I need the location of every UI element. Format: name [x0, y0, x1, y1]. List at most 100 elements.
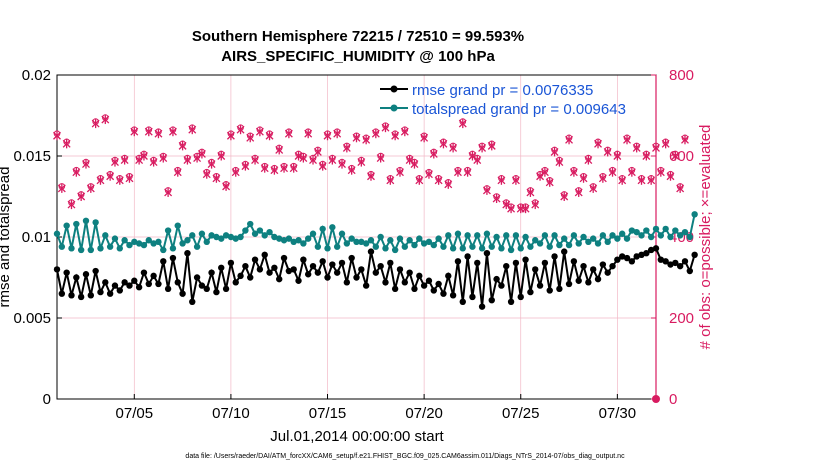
totalspread-point — [599, 232, 607, 239]
rmse-point — [570, 258, 578, 265]
rmse-point — [82, 271, 90, 278]
totalspread-point — [662, 225, 669, 233]
evaluated-obs-marker — [425, 169, 433, 179]
totalspread-point — [271, 233, 278, 241]
totalspread-point — [135, 240, 143, 247]
evaluated-obs-marker — [101, 115, 110, 125]
rmse-point — [261, 251, 268, 259]
evaluated-obs-marker — [178, 141, 187, 151]
evaluated-obs-marker — [507, 204, 516, 214]
totalspread-point — [681, 228, 689, 236]
y-axis-right-label: # of obs: o=possible; ×=evaluated — [697, 125, 714, 350]
evaluated-obs-marker — [149, 157, 158, 167]
evaluated-obs-marker — [550, 147, 559, 157]
evaluated-obs-marker — [236, 125, 245, 135]
evaluated-obs-marker — [323, 131, 332, 141]
totalspread-point — [643, 227, 650, 234]
evaluated-obs-marker — [444, 179, 453, 189]
rmse-point — [348, 254, 355, 262]
totalspread-point — [150, 240, 157, 247]
totalspread-point — [503, 232, 510, 239]
rmse-point — [314, 269, 322, 276]
totalspread-point — [676, 232, 684, 239]
totalspread-point — [691, 211, 698, 218]
evaluated-obs-marker — [91, 119, 100, 129]
totalspread-point — [77, 246, 85, 254]
totalspread-point — [469, 243, 476, 250]
evaluated-obs-marker — [420, 133, 429, 143]
evaluated-obs-marker — [434, 175, 443, 185]
totalspread-point — [614, 235, 621, 242]
evaluated-obs-marker — [511, 175, 520, 185]
evaluated-obs-marker — [429, 149, 438, 159]
evaluated-obs-marker — [637, 175, 646, 185]
obs-axis-zero-marker — [652, 395, 660, 403]
y-left-tick-label: 0.005 — [13, 310, 51, 327]
totalspread-point — [232, 235, 239, 242]
totalspread-point — [609, 232, 616, 239]
rmse-point — [396, 266, 404, 273]
totalspread-point — [672, 227, 679, 234]
totalspread-point — [618, 230, 626, 237]
evaluated-obs-marker — [579, 173, 588, 183]
rmse-point — [459, 298, 466, 305]
totalspread-point — [155, 238, 162, 246]
totalspread-point — [565, 241, 573, 249]
totalspread-point — [295, 237, 302, 244]
rmse-point — [474, 259, 481, 267]
evaluated-obs-marker — [584, 155, 593, 165]
evaluated-obs-marker — [396, 167, 404, 177]
rmse-point — [575, 277, 582, 284]
rmse-point — [160, 258, 167, 265]
evaluated-obs-marker — [681, 135, 689, 145]
evaluated-obs-marker — [560, 192, 569, 201]
rmse-point — [532, 266, 539, 273]
rmse-point — [116, 287, 123, 294]
evaluated-obs-marker — [497, 175, 506, 185]
evaluated-obs-marker — [627, 167, 636, 177]
totalspread-point — [416, 235, 423, 242]
evaluated-obs-marker — [671, 151, 680, 161]
evaluated-obs-marker — [96, 175, 105, 185]
evaluated-obs-marker — [86, 183, 95, 193]
evaluated-obs-marker — [439, 139, 448, 149]
totalspread-point — [121, 237, 128, 244]
evaluated-obs-marker — [226, 131, 235, 141]
evaluated-obs-marker — [168, 127, 177, 137]
totalspread-point — [329, 224, 336, 231]
totalspread-point — [164, 227, 172, 234]
rmse-point — [198, 282, 206, 289]
totalspread-point — [604, 238, 611, 246]
rmse-point — [565, 280, 573, 288]
rmse-point — [609, 262, 616, 270]
evaluated-obs-marker — [159, 153, 168, 163]
totalspread-point — [686, 233, 694, 241]
evaluated-obs-marker — [410, 159, 419, 169]
totalspread-point — [218, 235, 225, 242]
totalspread-point — [541, 232, 549, 239]
evaluated-obs-marker — [540, 167, 549, 177]
evaluated-obs-marker — [555, 157, 564, 167]
totalspread-point — [430, 241, 437, 249]
evaluated-obs-marker — [492, 194, 501, 204]
rmse-point — [527, 288, 534, 296]
evaluated-obs-marker — [62, 139, 71, 149]
rmse-point — [623, 254, 631, 262]
rmse-point — [507, 298, 515, 305]
rmse-point — [430, 287, 437, 294]
x-axis-label: Jul.01,2014 00:00:00 start — [270, 428, 444, 445]
totalspread-point — [338, 230, 346, 237]
evaluated-obs-marker — [453, 167, 462, 177]
totalspread-point — [237, 233, 244, 241]
rmse-point — [242, 262, 249, 270]
totalspread-series — [53, 211, 698, 254]
rmse-point — [676, 262, 684, 270]
rmse-point — [280, 254, 288, 262]
rmse-point — [401, 279, 409, 286]
y-right-tick-label: 200 — [669, 310, 694, 327]
evaluated-obs-marker — [275, 145, 284, 155]
rmse-point — [343, 279, 351, 286]
rmse-point — [493, 275, 500, 283]
evaluated-obs-marker — [391, 131, 400, 141]
